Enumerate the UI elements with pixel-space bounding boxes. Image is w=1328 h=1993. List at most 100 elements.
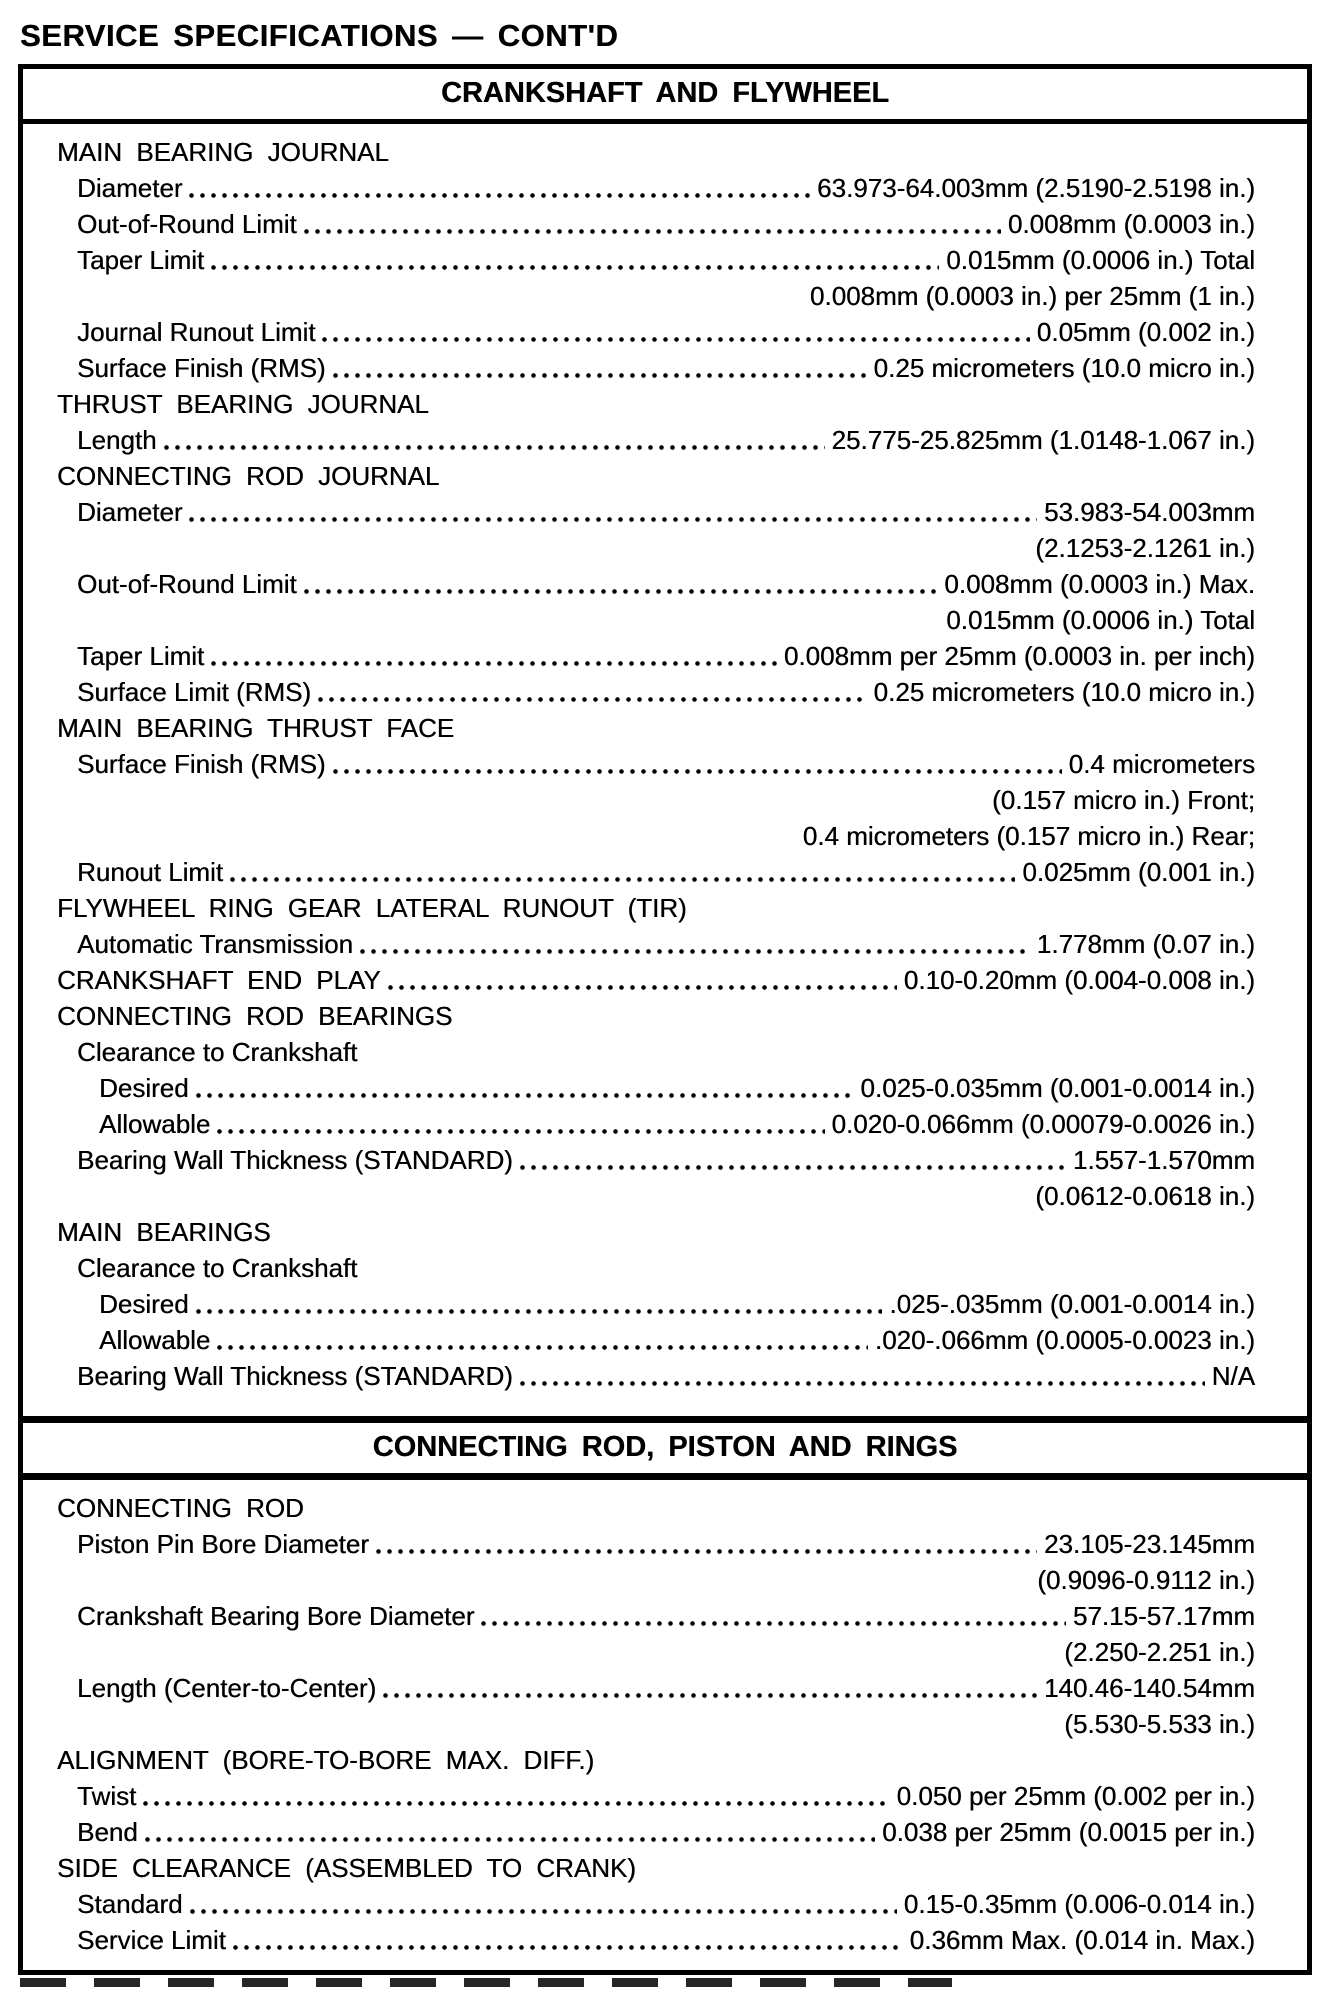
spec-value: N/A xyxy=(1211,1361,1255,1391)
spec-continuation-row: (0.9096-0.9112 in.) xyxy=(57,1562,1255,1598)
spec-row: Taper Limit 0.008mm per 25mm (0.0003 in. … xyxy=(57,638,1255,674)
dot-leader xyxy=(359,949,1030,954)
group-row: MAIN BEARINGS xyxy=(57,1214,1255,1250)
group-label: MAIN BEARING JOURNAL xyxy=(57,137,389,167)
spec-value: 63.973-64.003mm (2.5190-2.5198 in.) xyxy=(817,173,1255,203)
spec-value: 0.025mm (0.001 in.) xyxy=(1022,857,1255,887)
spec-box: CRANKSHAFT AND FLYWHEEL MAIN BEARING JOU… xyxy=(18,64,1312,1975)
spec-value: 0.015mm (0.0006 in.) Total xyxy=(946,245,1255,275)
spec-continuation-row: (0.157 micro in.) Front; xyxy=(57,782,1255,818)
dot-leader xyxy=(232,1945,903,1950)
group-row: CONNECTING ROD BEARINGS xyxy=(57,998,1255,1034)
spec-label: Diameter xyxy=(77,497,183,527)
spec-continuation-row: 0.4 micrometers (0.157 micro in.) Rear; xyxy=(57,818,1255,854)
dot-leader xyxy=(195,1309,883,1314)
dot-leader xyxy=(143,1801,890,1806)
dot-leader xyxy=(318,697,867,702)
spec-row: Taper Limit 0.015mm (0.0006 in.) Total xyxy=(57,242,1255,278)
spec-label: Allowable xyxy=(99,1109,211,1139)
spec-value: 0.4 micrometers (0.157 micro in.) Rear; xyxy=(802,821,1255,851)
scan-artifact xyxy=(20,1978,952,1987)
spec-value: 0.008mm (0.0003 in.) Max. xyxy=(944,569,1255,599)
spec-value: 0.008mm per 25mm (0.0003 in. per inch) xyxy=(783,641,1255,671)
spec-row: Desired 0.025-0.035mm (0.001-0.0014 in.) xyxy=(57,1070,1255,1106)
group-label: MAIN BEARINGS xyxy=(57,1217,271,1247)
spec-value: 0.10-0.20mm (0.004-0.008 in.) xyxy=(903,965,1255,995)
spec-continuation-row: 0.015mm (0.0006 in.) Total xyxy=(57,602,1255,638)
spec-label: Piston Pin Bore Diameter xyxy=(77,1529,369,1559)
dot-leader xyxy=(332,769,1062,774)
spec-row: Crankshaft Bearing Bore Diameter 57.15-57… xyxy=(57,1598,1255,1634)
spec-value: 1.778mm (0.07 in.) xyxy=(1036,929,1255,959)
spec-row: Surface Limit (RMS) 0.25 micrometers (10.… xyxy=(57,674,1255,710)
group-row: CONNECTING ROD xyxy=(57,1490,1255,1526)
spec-row: Bearing Wall Thickness (STANDARD) 1.557-1… xyxy=(57,1142,1255,1178)
group-row: SIDE CLEARANCE (ASSEMBLED TO CRANK) xyxy=(57,1850,1255,1886)
spec-value: 0.015mm (0.0006 in.) Total xyxy=(946,605,1255,635)
spec-value: 0.25 micrometers (10.0 micro in.) xyxy=(873,677,1255,707)
spec-label: Allowable xyxy=(99,1325,211,1355)
spec-value: (0.0612-0.0618 in.) xyxy=(1035,1181,1255,1211)
spec-value: 0.15-0.35mm (0.006-0.014 in.) xyxy=(903,1889,1255,1919)
spec-value: 0.020-0.066mm (0.00079-0.0026 in.) xyxy=(831,1109,1256,1139)
spec-label: CRANKSHAFT END PLAY xyxy=(57,965,381,995)
subgroup-row: Clearance to Crankshaft xyxy=(57,1250,1255,1286)
spec-rows-connecting-rod-piston-rings: CONNECTING ROD Piston Pin Bore Diameter 23… xyxy=(23,1480,1307,1970)
spec-value: (0.157 micro in.) Front; xyxy=(992,785,1255,815)
spec-label: Desired xyxy=(99,1289,189,1319)
dot-leader xyxy=(387,985,897,990)
page-title: SERVICE SPECIFICATIONS — CONT'D xyxy=(20,18,619,53)
group-row: FLYWHEEL RING GEAR LATERAL RUNOUT (TIR) xyxy=(57,890,1255,926)
spec-label: Automatic Transmission xyxy=(77,929,353,959)
spec-row: Length (Center-to-Center) 140.46-140.54mm xyxy=(57,1670,1255,1706)
section-header-connecting-rod-piston-rings: CONNECTING ROD, PISTON AND RINGS xyxy=(23,1416,1307,1480)
spec-value: 0.050 per 25mm (0.002 per in.) xyxy=(896,1781,1255,1811)
spec-label: Journal Runout Limit xyxy=(77,317,316,347)
spec-label: Standard xyxy=(77,1889,183,1919)
spec-row: Standard 0.15-0.35mm (0.006-0.014 in.) xyxy=(57,1886,1255,1922)
spec-row: Bend 0.038 per 25mm (0.0015 per in.) xyxy=(57,1814,1255,1850)
spec-label: Taper Limit xyxy=(77,641,205,671)
dot-leader xyxy=(144,1837,876,1842)
section-header-crankshaft-and-flywheel: CRANKSHAFT AND FLYWHEEL xyxy=(23,69,1307,124)
spec-row: Service Limit 0.36mm Max. (0.014 in. Max.… xyxy=(57,1922,1255,1958)
dot-leader xyxy=(303,229,1001,234)
spec-value: 0.008mm (0.0003 in.) xyxy=(1007,209,1255,239)
spec-label: Out-of-Round Limit xyxy=(77,569,297,599)
spec-value: 0.038 per 25mm (0.0015 per in.) xyxy=(882,1817,1255,1847)
spec-row: Out-of-Round Limit 0.008mm (0.0003 in.) xyxy=(57,206,1255,242)
group-label: MAIN BEARING THRUST FACE xyxy=(57,713,455,743)
spec-label: Crankshaft Bearing Bore Diameter xyxy=(77,1601,475,1631)
dot-leader xyxy=(189,1909,897,1914)
group-label: CONNECTING ROD JOURNAL xyxy=(57,461,440,491)
group-label: Clearance to Crankshaft xyxy=(77,1253,358,1283)
spec-row: Length 25.775-25.825mm (1.0148-1.067 in.) xyxy=(57,422,1255,458)
dot-leader xyxy=(163,445,825,450)
dot-leader xyxy=(383,1693,1037,1698)
spec-continuation-row: (2.250-2.251 in.) xyxy=(57,1634,1255,1670)
spec-value: 0.25 micrometers (10.0 micro in.) xyxy=(873,353,1255,383)
spec-value: (2.250-2.251 in.) xyxy=(1064,1637,1255,1667)
spec-continuation-row: (0.0612-0.0618 in.) xyxy=(57,1178,1255,1214)
group-label: SIDE CLEARANCE (ASSEMBLED TO CRANK) xyxy=(57,1853,636,1883)
spec-label: Length (Center-to-Center) xyxy=(77,1673,377,1703)
group-row: CONNECTING ROD JOURNAL xyxy=(57,458,1255,494)
spec-row: Twist 0.050 per 25mm (0.002 per in.) xyxy=(57,1778,1255,1814)
spec-continuation-row: (5.530-5.533 in.) xyxy=(57,1706,1255,1742)
spec-continuation-row: 0.008mm (0.0003 in.) per 25mm (1 in.) xyxy=(57,278,1255,314)
group-row: ALIGNMENT (BORE-TO-BORE MAX. DIFF.) xyxy=(57,1742,1255,1778)
spec-value: 0.4 micrometers xyxy=(1068,749,1255,779)
spec-label: Desired xyxy=(99,1073,189,1103)
dot-leader xyxy=(211,265,940,270)
spec-rows-crankshaft-and-flywheel: MAIN BEARING JOURNAL Diameter 63.973-64.00… xyxy=(23,124,1307,1406)
dot-leader xyxy=(322,337,1030,342)
spec-value: 53.983-54.003mm xyxy=(1043,497,1255,527)
spec-label: Surface Finish (RMS) xyxy=(77,749,326,779)
group-label: THRUST BEARING JOURNAL xyxy=(57,389,429,419)
spec-value: 0.05mm (0.002 in.) xyxy=(1036,317,1255,347)
spec-row: Runout Limit 0.025mm (0.001 in.) xyxy=(57,854,1255,890)
spec-row: CRANKSHAFT END PLAY 0.10-0.20mm (0.004-0.… xyxy=(57,962,1255,998)
dot-leader xyxy=(303,589,938,594)
dot-leader xyxy=(519,1381,1205,1386)
spec-value: 57.15-57.17mm xyxy=(1072,1601,1255,1631)
